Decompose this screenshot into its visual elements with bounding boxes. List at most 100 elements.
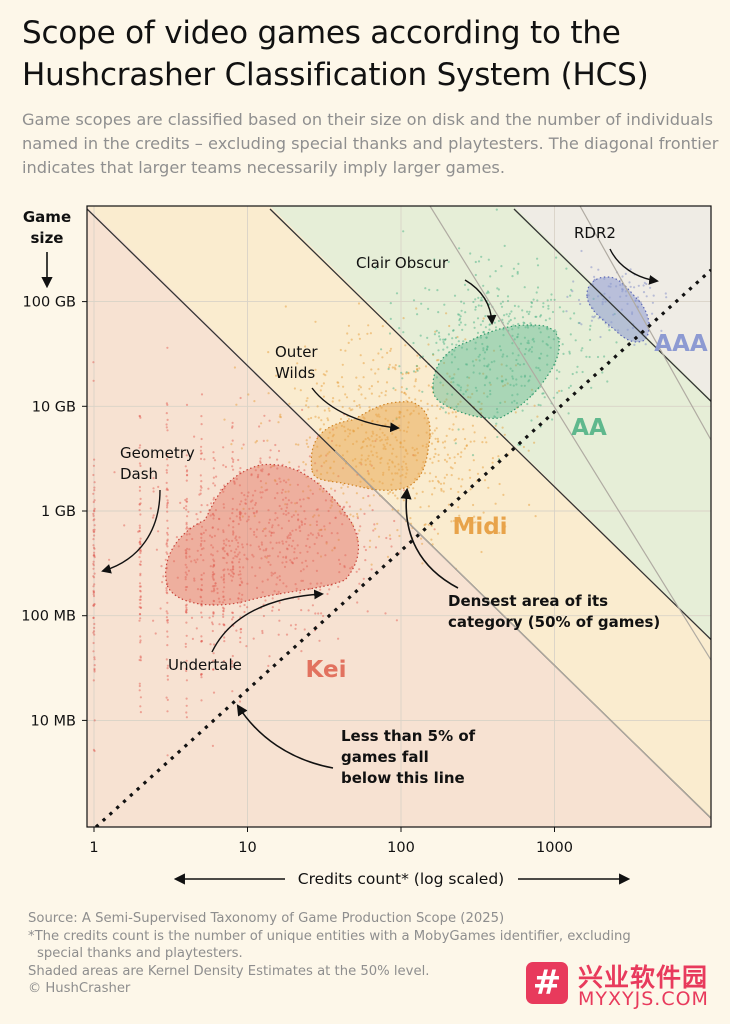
point-kei bbox=[251, 566, 254, 569]
point-kei bbox=[284, 496, 287, 499]
point-kei bbox=[370, 568, 373, 571]
point-midi bbox=[472, 459, 475, 462]
point-kei bbox=[305, 544, 308, 548]
point-kei-column bbox=[232, 566, 235, 569]
point-kei bbox=[303, 469, 306, 472]
point-midi bbox=[309, 523, 312, 527]
point-midi bbox=[394, 368, 397, 371]
point-midi bbox=[370, 563, 373, 566]
annotation-clair-obscur-arrow bbox=[464, 279, 497, 325]
point-kei bbox=[271, 547, 274, 550]
point-kei bbox=[326, 592, 329, 596]
point-kei-column bbox=[200, 415, 203, 418]
point-aa bbox=[374, 267, 377, 270]
point-midi bbox=[437, 358, 440, 362]
point-midi bbox=[444, 440, 447, 443]
point-kei-column bbox=[238, 470, 241, 474]
point-aa bbox=[500, 305, 504, 308]
point-midi bbox=[448, 375, 451, 378]
point-aa bbox=[472, 300, 475, 304]
point-kei bbox=[233, 482, 236, 485]
point-aa bbox=[489, 389, 492, 392]
point-kei-column bbox=[223, 624, 226, 627]
point-kei-column bbox=[93, 534, 96, 537]
point-kei bbox=[268, 419, 271, 422]
point-kei bbox=[285, 585, 288, 588]
point-midi bbox=[304, 345, 307, 348]
point-kei bbox=[264, 549, 267, 552]
point-aa bbox=[536, 264, 540, 267]
point-kei-column bbox=[166, 418, 169, 421]
point-midi bbox=[431, 493, 434, 496]
point-midi bbox=[319, 528, 322, 531]
point-midi bbox=[415, 492, 418, 495]
point-kei bbox=[209, 643, 212, 646]
point-kei bbox=[189, 598, 192, 601]
point-midi bbox=[432, 353, 435, 356]
point-kei bbox=[275, 583, 278, 586]
point-midi bbox=[413, 497, 417, 500]
point-aa bbox=[558, 306, 562, 309]
point-aa bbox=[531, 338, 534, 341]
point-midi bbox=[427, 505, 430, 508]
point-kei bbox=[253, 530, 256, 534]
point-kei bbox=[232, 616, 235, 619]
point-aa bbox=[482, 330, 485, 334]
point-kei bbox=[300, 609, 303, 612]
point-kei-column bbox=[199, 510, 202, 514]
point-kei bbox=[210, 553, 213, 556]
point-kei-column bbox=[200, 640, 203, 643]
point-kei bbox=[226, 568, 229, 571]
point-aa bbox=[490, 361, 493, 364]
point-aa bbox=[551, 310, 555, 314]
point-midi bbox=[271, 465, 274, 468]
point-kei-column bbox=[93, 670, 96, 673]
point-aa bbox=[387, 367, 390, 371]
point-aa bbox=[487, 258, 490, 261]
point-aaa bbox=[649, 286, 652, 289]
point-aa bbox=[458, 323, 461, 326]
point-aa bbox=[435, 329, 438, 332]
point-kei-column bbox=[184, 571, 187, 574]
point-kei-column bbox=[184, 645, 187, 648]
point-kei-column bbox=[185, 500, 189, 503]
point-kei bbox=[260, 557, 263, 560]
point-kei bbox=[246, 558, 249, 561]
point-aa bbox=[524, 347, 528, 351]
point-kei bbox=[212, 451, 215, 454]
point-kei-column bbox=[199, 452, 203, 455]
point-midi bbox=[437, 453, 440, 456]
point-kei bbox=[260, 543, 264, 546]
point-kei-column bbox=[185, 550, 188, 553]
point-aa bbox=[569, 333, 572, 336]
point-aa bbox=[415, 364, 418, 368]
point-midi bbox=[273, 479, 276, 482]
point-aa bbox=[515, 358, 518, 362]
point-kei bbox=[299, 505, 302, 508]
point-aaa bbox=[660, 329, 663, 332]
point-midi bbox=[443, 400, 446, 403]
point-aa bbox=[526, 402, 529, 406]
point-aa bbox=[455, 405, 458, 408]
point-kei-column bbox=[232, 530, 235, 533]
point-midi bbox=[454, 411, 457, 414]
point-kei bbox=[251, 507, 254, 510]
point-midi bbox=[437, 480, 440, 483]
point-midi bbox=[463, 437, 467, 441]
point-kei-column bbox=[166, 635, 169, 638]
point-kei-column bbox=[200, 525, 204, 528]
point-kei bbox=[327, 509, 330, 513]
point-aa bbox=[523, 353, 527, 356]
point-aa bbox=[480, 304, 483, 307]
point-kei bbox=[299, 551, 302, 554]
point-midi bbox=[319, 427, 322, 430]
point-kei bbox=[161, 581, 164, 584]
point-kei bbox=[247, 491, 250, 494]
point-kei-column bbox=[231, 497, 234, 500]
point-kei bbox=[302, 498, 305, 501]
point-aa bbox=[451, 353, 454, 356]
point-aa bbox=[528, 379, 531, 382]
point-kei bbox=[290, 515, 293, 518]
point-kei bbox=[295, 501, 299, 504]
point-kei-column bbox=[92, 748, 95, 752]
